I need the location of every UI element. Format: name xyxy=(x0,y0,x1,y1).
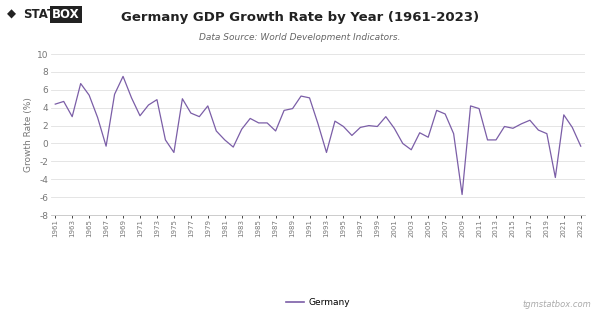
Text: BOX: BOX xyxy=(52,8,80,21)
Text: tgmstatbox.com: tgmstatbox.com xyxy=(522,300,591,309)
Text: Data Source: World Development Indicators.: Data Source: World Development Indicator… xyxy=(199,33,401,42)
Legend: Germany: Germany xyxy=(282,294,354,311)
Text: ◆: ◆ xyxy=(7,8,16,21)
Y-axis label: Growth Rate (%): Growth Rate (%) xyxy=(23,97,32,172)
Text: Germany GDP Growth Rate by Year (1961-2023): Germany GDP Growth Rate by Year (1961-20… xyxy=(121,11,479,24)
Text: STAT: STAT xyxy=(23,8,55,21)
